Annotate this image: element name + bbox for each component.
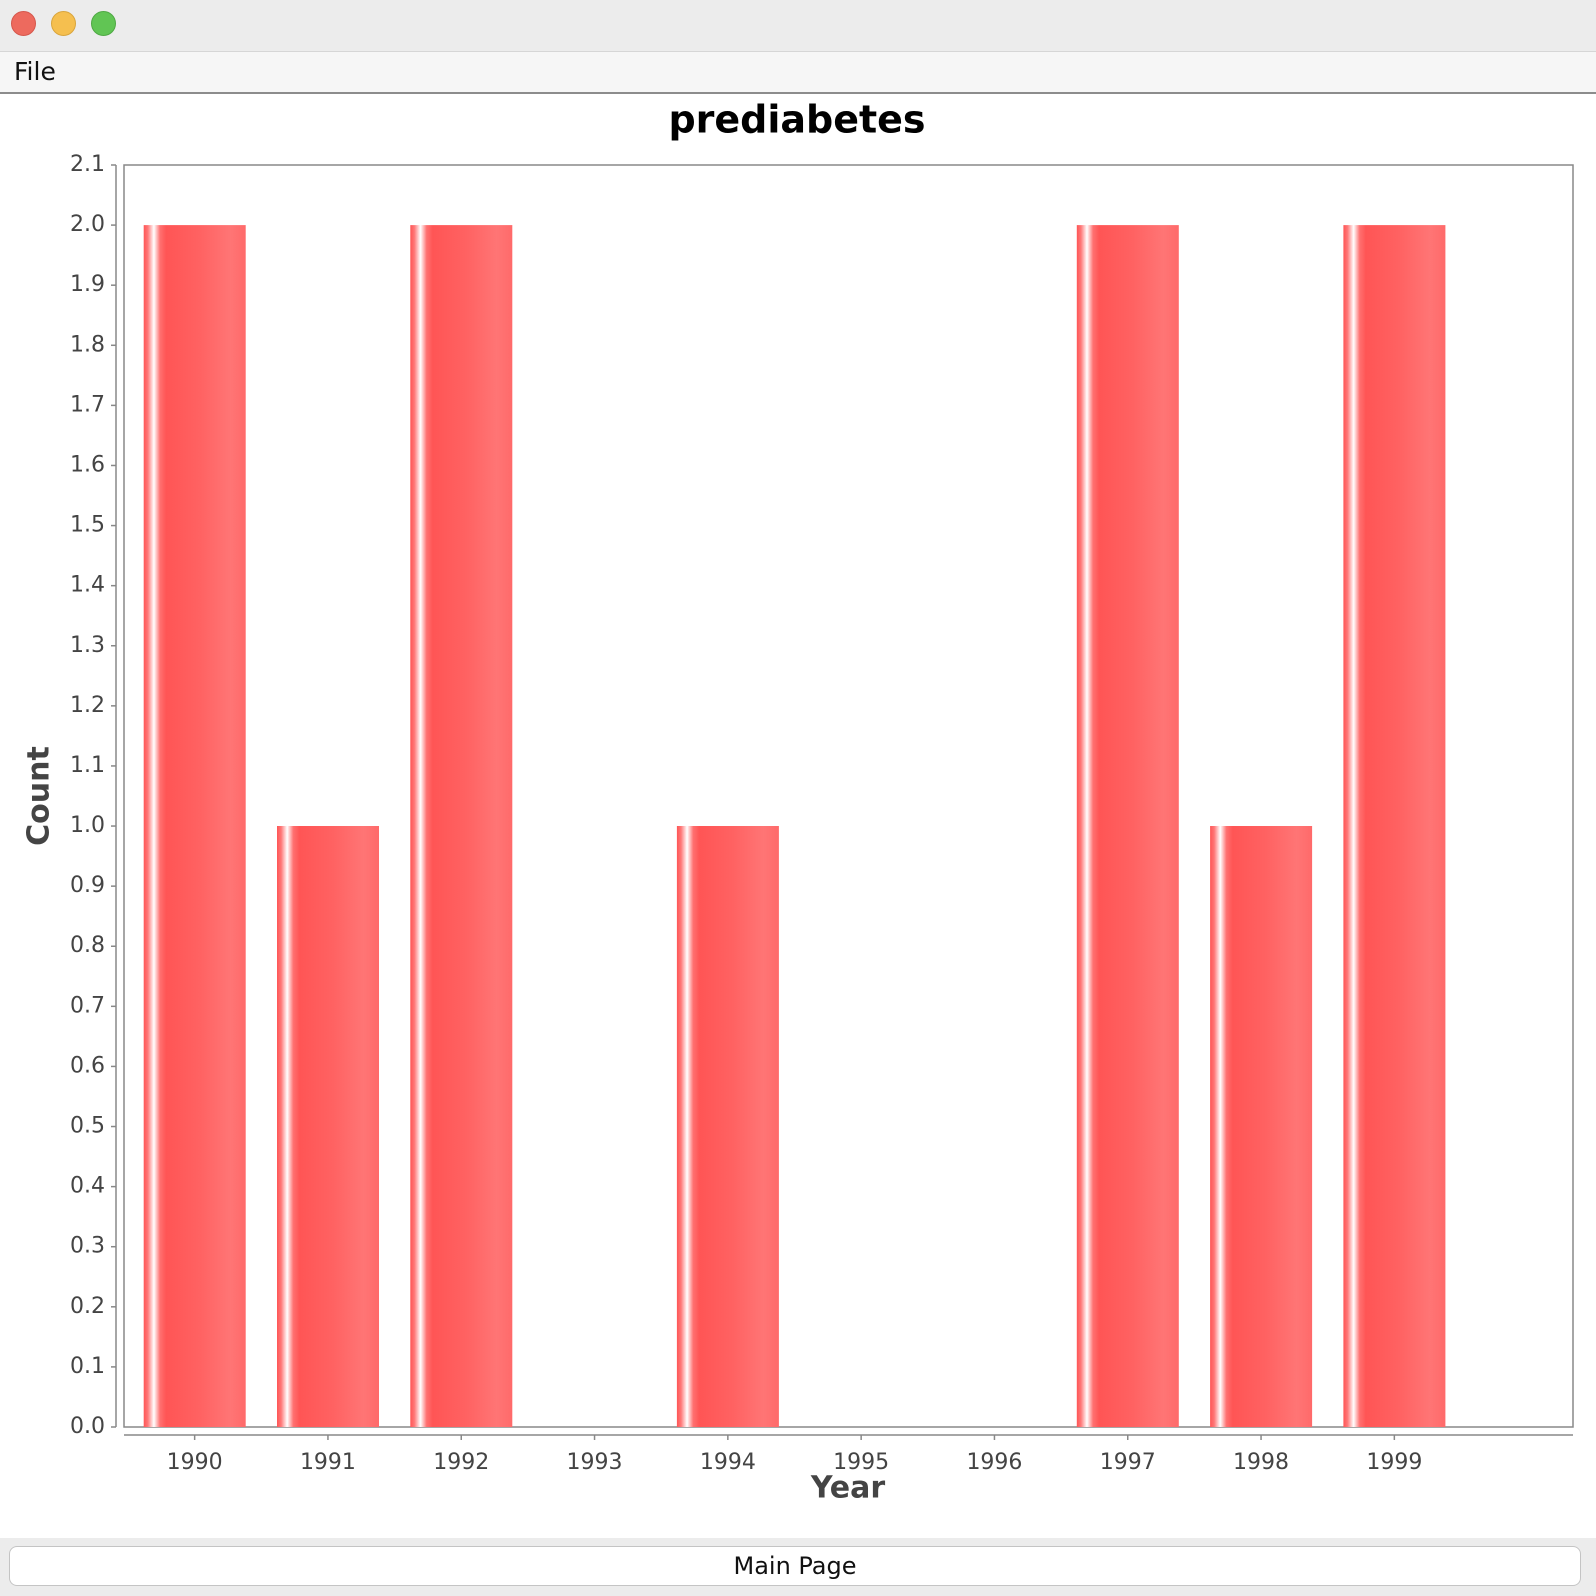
bar-chart: prediabetes 0.00.10.20.30.40.50.60.70.80… xyxy=(22,98,1574,1506)
y-tick-label: 1.0 xyxy=(70,813,105,838)
bar-1997 xyxy=(1076,225,1179,1428)
y-tick-label: 2.0 xyxy=(70,212,105,237)
y-tick-label: 0.4 xyxy=(70,1174,105,1199)
y-tick-label: 0.6 xyxy=(70,1053,105,1078)
y-tick-label: 0.1 xyxy=(70,1354,105,1379)
y-tick-label: 0.7 xyxy=(70,993,105,1018)
y-tick-label: 0.9 xyxy=(70,873,105,898)
y-tick-label: 1.2 xyxy=(70,693,105,718)
y-tick-label: 0.2 xyxy=(70,1294,105,1319)
bar-1998 xyxy=(1210,826,1313,1427)
y-tick-label: 1.7 xyxy=(70,392,105,417)
x-tick-label: 1990 xyxy=(167,1450,223,1475)
y-tick-label: 0.0 xyxy=(70,1414,105,1439)
bar-1990 xyxy=(143,225,246,1428)
y-tick-label: 1.5 xyxy=(70,513,105,538)
bars-group xyxy=(143,225,1446,1428)
bar-1991 xyxy=(277,826,379,1427)
bar-1999 xyxy=(1343,225,1446,1428)
x-axis-label: Year xyxy=(810,1471,886,1506)
minimize-icon[interactable] xyxy=(51,11,76,36)
y-axis: 0.0 0.1 0.2 0.3 0.4 0.5 0.6 0.7 0.8 0.9 1.0 1.1 1.2 1… xyxy=(70,152,117,1439)
y-tick-label: 1.9 xyxy=(70,272,105,297)
bottom-bar: Main Page xyxy=(0,1538,1596,1596)
menu-bar: File xyxy=(0,52,1596,94)
y-tick-label: 0.5 xyxy=(70,1114,105,1139)
x-tick-label: 1998 xyxy=(1233,1450,1289,1475)
x-tick-label: 1993 xyxy=(567,1450,623,1475)
y-tick-label: 1.4 xyxy=(70,573,105,598)
bar-1992 xyxy=(410,225,513,1428)
chart-panel: prediabetes 0.0 0.1 0.2 0.3 0.4 0.5 0.6 0.7 0.8 0… xyxy=(0,94,1596,1538)
y-tick-label: 0.8 xyxy=(70,933,105,958)
x-tick-label: 1994 xyxy=(700,1450,756,1475)
y-tick-label: 1.3 xyxy=(70,633,105,658)
x-tick-label: 1996 xyxy=(966,1450,1022,1475)
menu-file[interactable]: File xyxy=(14,57,56,86)
x-tick-label: 1991 xyxy=(300,1450,356,1475)
y-tick-label: 1.1 xyxy=(70,753,105,778)
x-tick-label: 1995 xyxy=(833,1450,889,1475)
x-tick-label: 1997 xyxy=(1100,1450,1156,1475)
title-bar xyxy=(0,0,1596,52)
chart-title: prediabetes xyxy=(668,98,925,142)
close-icon[interactable] xyxy=(11,11,36,36)
y-tick-label: 0.3 xyxy=(70,1234,105,1259)
main-page-button[interactable]: Main Page xyxy=(9,1546,1581,1586)
x-axis: 1990 1991 1992 1993 1994 1995 1996 1997 1998 1999 xyxy=(124,1434,1573,1475)
x-tick-label: 1992 xyxy=(433,1450,489,1475)
y-tick-label: 1.6 xyxy=(70,452,105,477)
y-tick-label: 2.1 xyxy=(70,152,105,177)
y-axis-label: Count xyxy=(22,746,57,846)
bar-1994 xyxy=(676,826,779,1427)
maximize-icon[interactable] xyxy=(91,11,116,36)
x-tick-label: 1999 xyxy=(1366,1450,1422,1475)
y-tick-label: 1.8 xyxy=(70,332,105,357)
